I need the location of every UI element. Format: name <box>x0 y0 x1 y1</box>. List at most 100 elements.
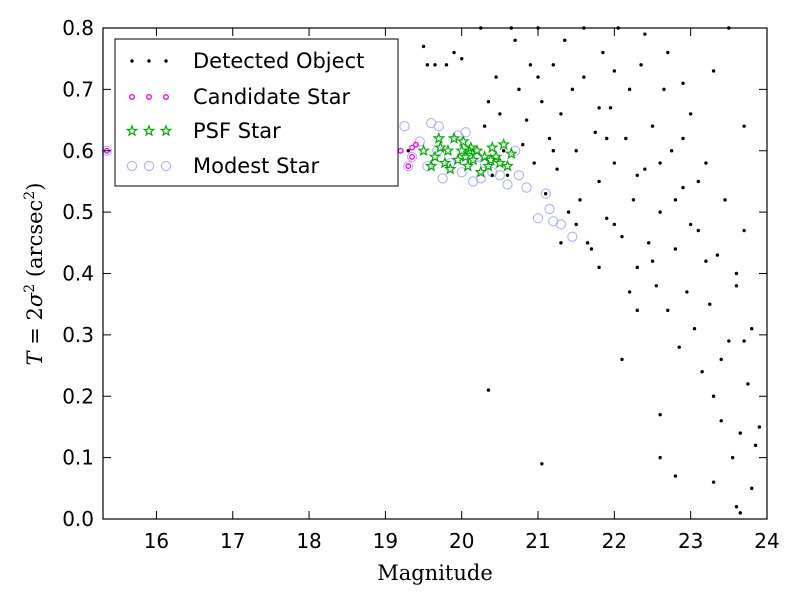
ticks-layer: 16 17 18 19 20 21 22 23 24 0.0 0.1 0.2 0.3 0.4 0.5 0.6 0… <box>62 16 780 553</box>
modest-star-point <box>406 151 418 163</box>
y-label-unit: (arcsec <box>23 200 47 284</box>
modest-star-point <box>567 231 578 242</box>
legend-label-psf-star: PSF Star <box>193 119 281 143</box>
detected-object-point <box>692 327 697 331</box>
psf-star-point <box>497 137 511 151</box>
detected-object-point <box>501 149 506 153</box>
x-axis-label: Magnitude <box>377 561 493 585</box>
detected-object-point <box>711 69 716 73</box>
detected-object-point <box>540 99 544 104</box>
detected-object-point <box>742 124 746 128</box>
psf-star-point <box>459 150 472 163</box>
legend-marker-psf-star <box>142 124 156 137</box>
psf-star-point <box>464 140 478 154</box>
psf-star-point <box>504 147 518 160</box>
modest-star-point <box>460 127 471 138</box>
detected-object-point <box>524 118 529 122</box>
detected-object-point <box>639 63 643 67</box>
detected-object-point <box>532 161 536 165</box>
detected-object-point <box>482 124 487 128</box>
detected-object-point <box>406 149 410 153</box>
y-tick-label: 0.5 <box>62 200 94 224</box>
candidate-star-point <box>409 144 416 151</box>
detected-object-point <box>578 198 582 202</box>
detected-object-point <box>658 455 662 460</box>
detected-object-point <box>662 87 666 92</box>
detected-object-point <box>681 185 685 190</box>
detected-object-point <box>597 265 601 270</box>
x-tick-label: 18 <box>296 529 321 553</box>
detected-object-point <box>555 167 559 171</box>
candidate-star-point <box>405 163 412 170</box>
detected-object-point <box>627 87 632 92</box>
y-tick-label: 0.7 <box>62 77 94 101</box>
detected-object-point <box>711 480 716 484</box>
candidate-star-point <box>412 141 419 148</box>
detected-object-point <box>574 222 578 227</box>
psf-star-point <box>438 156 452 169</box>
detected-object-point <box>704 259 708 263</box>
y-label-unit-sup: 2 <box>22 191 38 200</box>
y-label-sup: 2 <box>22 284 38 293</box>
y-tick-label: 0.6 <box>62 139 94 163</box>
y-tick-label: 0.4 <box>62 262 94 286</box>
detected-object-point <box>444 63 449 67</box>
detected-object-point <box>734 505 739 509</box>
psf-star-point <box>461 159 475 172</box>
detected-object-point <box>593 130 597 135</box>
detected-object-point <box>753 443 758 448</box>
candidate-star-point <box>409 153 416 160</box>
detected-object-point <box>647 241 651 245</box>
legend-marker-psf-star <box>159 124 173 137</box>
detected-object-point <box>673 247 678 251</box>
detected-object-point <box>688 112 693 116</box>
detected-object-point <box>624 136 628 141</box>
x-tick-label: 21 <box>525 529 550 553</box>
modest-star-point <box>544 203 555 215</box>
detected-object-point <box>715 253 720 257</box>
detected-object-point <box>704 161 708 165</box>
detected-object-point <box>521 142 525 147</box>
x-tick-label: 22 <box>602 529 627 553</box>
detected-object-point <box>681 81 685 85</box>
y-tick-label: 0.3 <box>62 323 94 347</box>
detected-object-point <box>601 50 605 55</box>
y-tick-label: 0.0 <box>62 507 94 531</box>
modest-star-point <box>494 170 506 181</box>
detected-object-point <box>543 192 548 196</box>
psf-star-point <box>447 131 461 144</box>
x-tick-label: 24 <box>754 529 779 553</box>
y-label-eq: = 2 <box>23 307 47 351</box>
detected-object-point <box>723 198 727 202</box>
y-tick-label: 0.2 <box>62 384 94 408</box>
detected-object-point <box>612 161 617 165</box>
modest-star-point <box>437 173 448 184</box>
detected-object-point <box>666 50 670 55</box>
modest-star-point <box>521 182 532 193</box>
detected-object-point <box>757 425 762 429</box>
detected-object-point <box>608 106 613 110</box>
legend-label-detected-object: Detected Object <box>193 49 364 73</box>
modest-star-point <box>532 213 544 224</box>
legend-label-candidate-star: Candidate Star <box>193 85 350 109</box>
detected-object-point <box>490 173 494 177</box>
detected-object-point <box>750 486 754 491</box>
detected-object-point <box>719 419 723 423</box>
modest-star-point <box>422 160 433 172</box>
detected-object-point <box>677 345 681 349</box>
modest-star-point <box>399 121 410 132</box>
y-label-var: T <box>23 349 47 365</box>
legend-marker-detected-object <box>130 59 134 63</box>
legend-marker-candidate-star <box>146 94 152 100</box>
detected-object-point <box>734 284 739 288</box>
psf-star-point <box>493 156 507 169</box>
detected-object-point <box>498 112 502 116</box>
detected-object-point <box>620 357 624 362</box>
detected-object-point <box>750 327 754 331</box>
detected-object-point <box>585 241 590 245</box>
psf-star-point <box>482 159 495 172</box>
detected-object-point <box>605 216 609 220</box>
modest-star-point <box>513 170 525 181</box>
detected-object-point <box>559 112 563 116</box>
psf-star-point <box>456 134 470 147</box>
